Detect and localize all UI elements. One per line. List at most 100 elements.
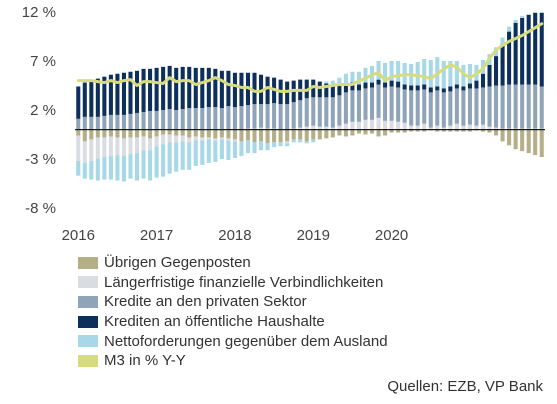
legend-label: Krediten an öffentliche Haushalte xyxy=(104,313,325,331)
bar-l-ngerfristige-finanzielle-verbindlichkeiten xyxy=(226,138,231,141)
bar-kredite-an-den-privaten-sektor xyxy=(187,108,192,130)
bar-nettoforderungen-gegen-ber-dem-ausland xyxy=(467,63,472,84)
bar-brigen-gegenposten xyxy=(402,129,407,133)
bar-l-ngerfristige-finanzielle-verbindlichkeiten xyxy=(187,137,192,143)
bar-brigen-gegenposten xyxy=(520,129,525,152)
bar-kredite-an-den-privaten-sektor xyxy=(507,84,512,129)
bar-kredite-an-den-privaten-sektor xyxy=(350,90,355,122)
bar-nettoforderungen-gegen-ber-dem-ausland xyxy=(389,61,394,81)
legend-label: Nettoforderungen gegenüber dem Ausland xyxy=(104,332,388,350)
x-tick-label: 2017 xyxy=(140,227,173,244)
bar-kredite-an-den-privaten-sektor xyxy=(422,89,427,124)
bar-nettoforderungen-gegen-ber-dem-ausland xyxy=(134,153,140,181)
bar-kredite-an-den-privaten-sektor xyxy=(304,98,309,127)
bar-l-ngerfristige-finanzielle-verbindlichkeiten xyxy=(461,125,466,130)
bar-krediten-an-ffentliche-haushalte xyxy=(128,71,133,114)
bar-l-ngerfristige-finanzielle-verbindlichkeiten xyxy=(337,125,342,130)
bar-kredite-an-den-privaten-sektor xyxy=(141,111,146,130)
bar-kredite-an-den-privaten-sektor xyxy=(317,97,322,127)
bar-kredite-an-den-privaten-sektor xyxy=(526,84,531,129)
bar-krediten-an-ffentliche-haushalte xyxy=(533,12,538,85)
bar-l-ngerfristige-finanzielle-verbindlichkeiten xyxy=(376,117,381,130)
bar-brigen-gegenposten xyxy=(291,129,296,140)
legend-label: Kredite an den privaten Sektor xyxy=(104,293,307,311)
bar-l-ngerfristige-finanzielle-verbindlichkeiten xyxy=(206,137,211,140)
bar-brigen-gegenposten xyxy=(180,129,185,136)
bar-brigen-gegenposten xyxy=(422,129,427,132)
bar-nettoforderungen-gegen-ber-dem-ausland xyxy=(128,154,133,179)
bar-krediten-an-ffentliche-haushalte xyxy=(82,82,87,117)
bar-brigen-gegenposten xyxy=(154,129,159,137)
bar-kredite-an-den-privaten-sektor xyxy=(520,84,525,129)
bar-brigen-gegenposten xyxy=(324,129,329,139)
bar-nettoforderungen-gegen-ber-dem-ausland xyxy=(154,146,159,178)
bar-nettoforderungen-gegen-ber-dem-ausland xyxy=(76,160,81,176)
bar-kredite-an-den-privaten-sektor xyxy=(330,97,335,128)
bar-kredite-an-den-privaten-sektor xyxy=(311,97,316,126)
bar-l-ngerfristige-finanzielle-verbindlichkeiten xyxy=(343,123,348,130)
legend-swatch xyxy=(78,256,98,269)
bar-nettoforderungen-gegen-ber-dem-ausland xyxy=(500,37,505,45)
bar-nettoforderungen-gegen-ber-dem-ausland xyxy=(343,73,348,84)
source-note: Quellen: EZB, VP Bank xyxy=(387,378,543,395)
bar-l-ngerfristige-finanzielle-verbindlichkeiten xyxy=(108,136,113,157)
legend-item-uebrige-gegenposten: Übrigen Gegenposten xyxy=(78,253,388,273)
bar-krediten-an-ffentliche-haushalte xyxy=(167,65,172,110)
bar-kredite-an-den-privaten-sektor xyxy=(500,85,505,129)
bar-l-ngerfristige-finanzielle-verbindlichkeiten xyxy=(435,125,440,130)
x-tick-label: 2018 xyxy=(218,227,251,244)
bar-krediten-an-ffentliche-haushalte xyxy=(95,78,100,117)
bar-brigen-gegenposten xyxy=(448,129,453,132)
legend: Übrigen Gegenposten Längerfristige finan… xyxy=(78,253,388,371)
bar-krediten-an-ffentliche-haushalte xyxy=(402,84,407,90)
bar-nettoforderungen-gegen-ber-dem-ausland xyxy=(89,160,94,180)
bar-krediten-an-ffentliche-haushalte xyxy=(441,88,446,93)
bar-brigen-gegenposten xyxy=(304,129,309,142)
bar-brigen-gegenposten xyxy=(317,129,322,140)
bar-kredite-an-den-privaten-sektor xyxy=(167,109,172,130)
bar-brigen-gegenposten xyxy=(454,129,459,132)
bar-brigen-gegenposten xyxy=(356,129,361,134)
bar-l-ngerfristige-finanzielle-verbindlichkeiten xyxy=(180,135,185,142)
bar-l-ngerfristige-finanzielle-verbindlichkeiten xyxy=(415,125,420,130)
bar-brigen-gegenposten xyxy=(89,129,94,140)
bar-l-ngerfristige-finanzielle-verbindlichkeiten xyxy=(409,125,414,130)
bar-l-ngerfristige-finanzielle-verbindlichkeiten xyxy=(467,124,472,130)
legend-swatch xyxy=(78,276,98,289)
legend-item-kredite-oeffentliche-haushalte: Krediten an öffentliche Haushalte xyxy=(78,312,388,332)
y-tick-label: -8 % xyxy=(25,200,56,217)
bar-krediten-an-ffentliche-haushalte xyxy=(134,70,140,113)
bar-kredite-an-den-privaten-sektor xyxy=(389,86,394,121)
bar-brigen-gegenposten xyxy=(539,129,544,158)
bar-l-ngerfristige-finanzielle-verbindlichkeiten xyxy=(487,126,492,130)
legend-item-laengerfristige-verbindlichkeiten: Längerfristige finanzielle Verbindlichke… xyxy=(78,273,388,293)
bar-brigen-gegenposten xyxy=(415,129,420,132)
bar-l-ngerfristige-finanzielle-verbindlichkeiten xyxy=(363,119,368,130)
bar-l-ngerfristige-finanzielle-verbindlichkeiten xyxy=(422,123,427,130)
bar-krediten-an-ffentliche-haushalte xyxy=(226,70,231,107)
legend-swatch xyxy=(78,315,98,328)
bar-nettoforderungen-gegen-ber-dem-ausland xyxy=(428,60,433,88)
bar-kredite-an-den-privaten-sektor xyxy=(285,104,290,130)
bar-l-ngerfristige-finanzielle-verbindlichkeiten xyxy=(200,137,205,141)
bar-kredite-an-den-privaten-sektor xyxy=(206,107,211,130)
bar-nettoforderungen-gegen-ber-dem-ausland xyxy=(513,19,518,23)
bar-kredite-an-den-privaten-sektor xyxy=(337,95,342,126)
bar-krediten-an-ffentliche-haushalte xyxy=(115,73,120,115)
bar-brigen-gegenposten xyxy=(82,129,87,142)
legend-label: M3 in % Y-Y xyxy=(104,352,186,370)
legend-swatch xyxy=(78,354,98,367)
bar-l-ngerfristige-finanzielle-verbindlichkeiten xyxy=(383,120,388,130)
bar-krediten-an-ffentliche-haushalte xyxy=(89,80,94,117)
bar-nettoforderungen-gegen-ber-dem-ausland xyxy=(232,141,237,159)
bar-l-ngerfristige-finanzielle-verbindlichkeiten xyxy=(324,126,329,130)
bar-kredite-an-den-privaten-sektor xyxy=(272,103,277,129)
bar-l-ngerfristige-finanzielle-verbindlichkeiten xyxy=(148,138,153,151)
bar-krediten-an-ffentliche-haushalte xyxy=(141,68,146,112)
bar-l-ngerfristige-finanzielle-verbindlichkeiten xyxy=(474,125,479,130)
bar-nettoforderungen-gegen-ber-dem-ausland xyxy=(422,59,427,85)
bar-nettoforderungen-gegen-ber-dem-ausland xyxy=(206,139,211,163)
bar-krediten-an-ffentliche-haushalte xyxy=(383,82,388,88)
bar-krediten-an-ffentliche-haushalte xyxy=(206,67,211,108)
bar-krediten-an-ffentliche-haushalte xyxy=(448,86,453,92)
